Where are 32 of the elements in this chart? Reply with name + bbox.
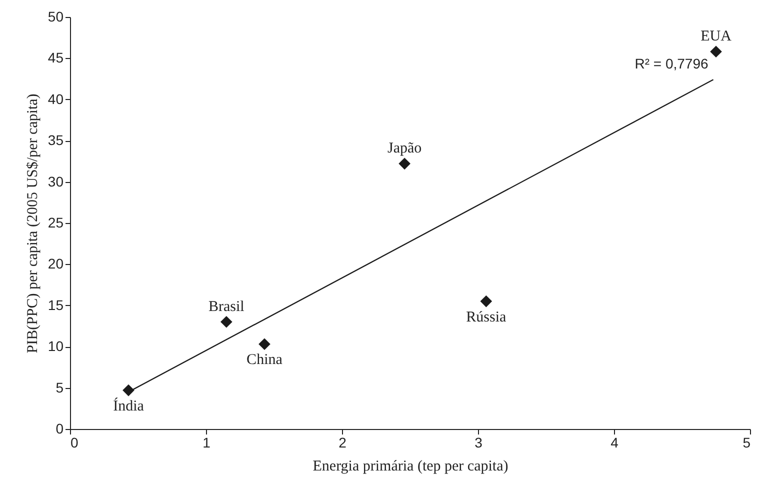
x-tick-label: 1 <box>202 434 211 450</box>
annotation: Brasil <box>208 298 244 315</box>
y-tick-label: 15 <box>48 296 64 313</box>
y-tick-label: 0 <box>56 420 64 436</box>
point <box>258 338 270 350</box>
y-tick-label: 10 <box>48 338 64 354</box>
y-tick-label: 45 <box>48 50 64 66</box>
point <box>122 384 134 396</box>
y-tick-label: 50 <box>48 8 64 24</box>
annotation: Rússia <box>466 309 506 326</box>
y-tick-label: 35 <box>48 132 64 148</box>
annotation: Japão <box>387 140 422 157</box>
y-tick-label: 25 <box>48 214 64 230</box>
y-tick-label: 5 <box>56 379 64 396</box>
y-tick-label: 30 <box>48 173 64 190</box>
y-tick-label: 20 <box>48 256 64 272</box>
annotation: China <box>246 352 283 368</box>
y-axis-title: PIB(PPC) per capita (2005 US$/per capita) <box>24 94 41 354</box>
x-tick-label: 0 <box>70 434 78 450</box>
point <box>220 316 232 328</box>
annotation: R² = 0,7796 <box>634 56 708 72</box>
annotation: Índia <box>113 397 144 414</box>
point <box>398 158 410 170</box>
x-axis-title: Energia primária (tep per capita) <box>312 458 508 474</box>
x-tick-label: 5 <box>742 434 751 450</box>
x-tick-label: 4 <box>610 434 619 450</box>
y-tick-label: 40 <box>48 90 64 107</box>
x-tick-label: 3 <box>474 434 483 450</box>
point <box>710 46 722 58</box>
annotation: EUA <box>700 28 732 45</box>
point <box>480 295 492 308</box>
x-tick-label: 2 <box>338 434 347 450</box>
